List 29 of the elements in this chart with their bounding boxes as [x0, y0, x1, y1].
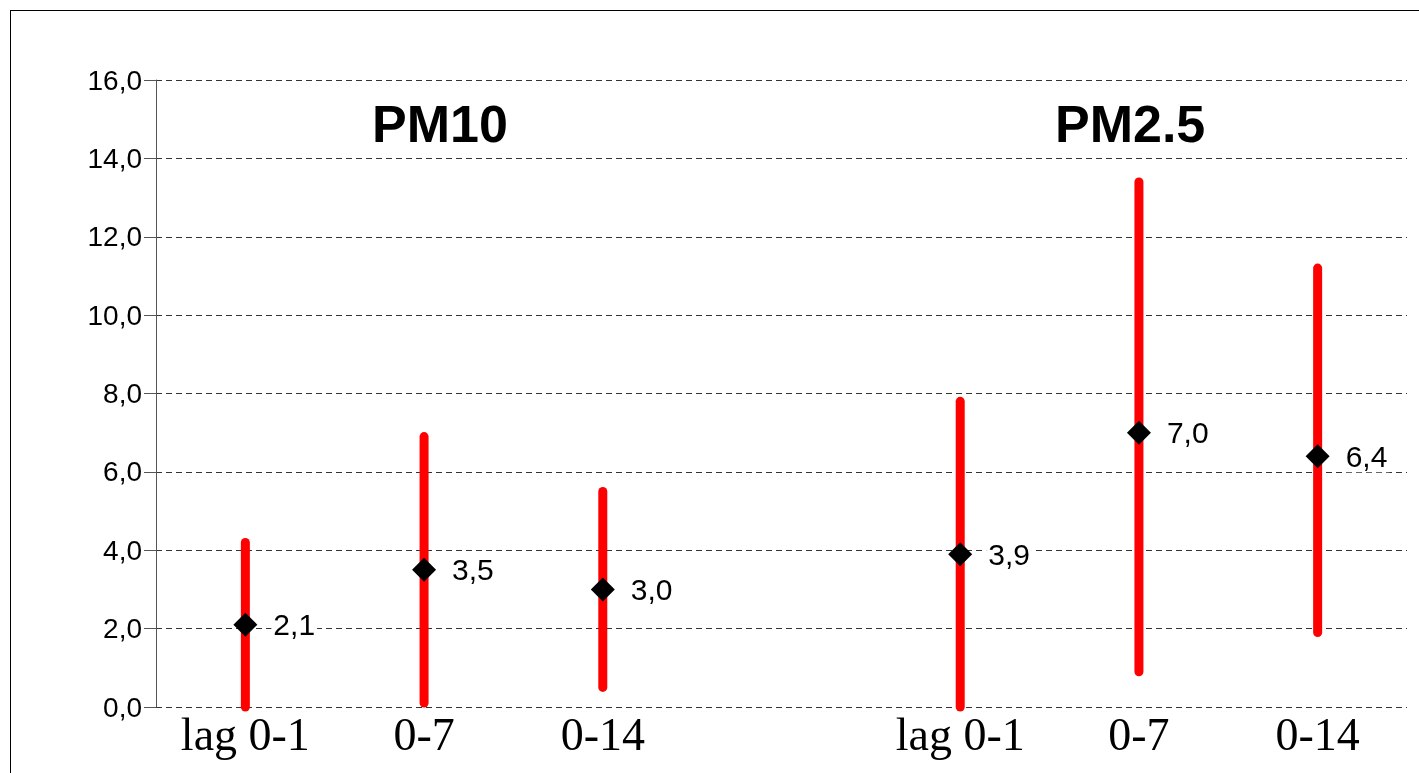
point [590, 577, 615, 602]
data-label: 6,4 [1345, 439, 1388, 473]
x-tick-label: 0-7 [1108, 708, 1170, 760]
data-label: 3,5 [452, 553, 494, 587]
y-tick-label: 10,0 [87, 299, 142, 331]
point [233, 612, 258, 637]
point [1305, 444, 1330, 469]
y-tick-label: 4,0 [103, 534, 142, 566]
y-tick-label: 6,0 [103, 456, 142, 488]
point [1126, 420, 1151, 445]
y-tick-label: 0,0 [103, 691, 142, 723]
data-label: 7,0 [1166, 416, 1209, 450]
x-tick-label: 0-14 [560, 708, 645, 760]
data-label: 3,0 [630, 572, 673, 606]
y-tick-label: 14,0 [87, 142, 142, 174]
y-tick-label: 2,0 [103, 613, 142, 645]
x-tick-label: 0-7 [393, 708, 455, 760]
y-tick-label: 16,0 [87, 64, 142, 96]
annotation: PM2.5 [1055, 95, 1206, 153]
x-tick-label: 0-14 [1275, 708, 1360, 760]
x-tick-label: lag 0-1 [895, 708, 1025, 760]
data-label: 3,9 [988, 537, 1030, 571]
data-label: 2,1 [273, 608, 316, 642]
x-tick-label: lag 0-1 [180, 708, 310, 760]
y-tick-label: 8,0 [103, 378, 142, 409]
y-tick-label: 12,0 [87, 221, 142, 253]
annotation: PM10 [372, 95, 508, 153]
point [948, 542, 973, 567]
point [412, 557, 437, 582]
